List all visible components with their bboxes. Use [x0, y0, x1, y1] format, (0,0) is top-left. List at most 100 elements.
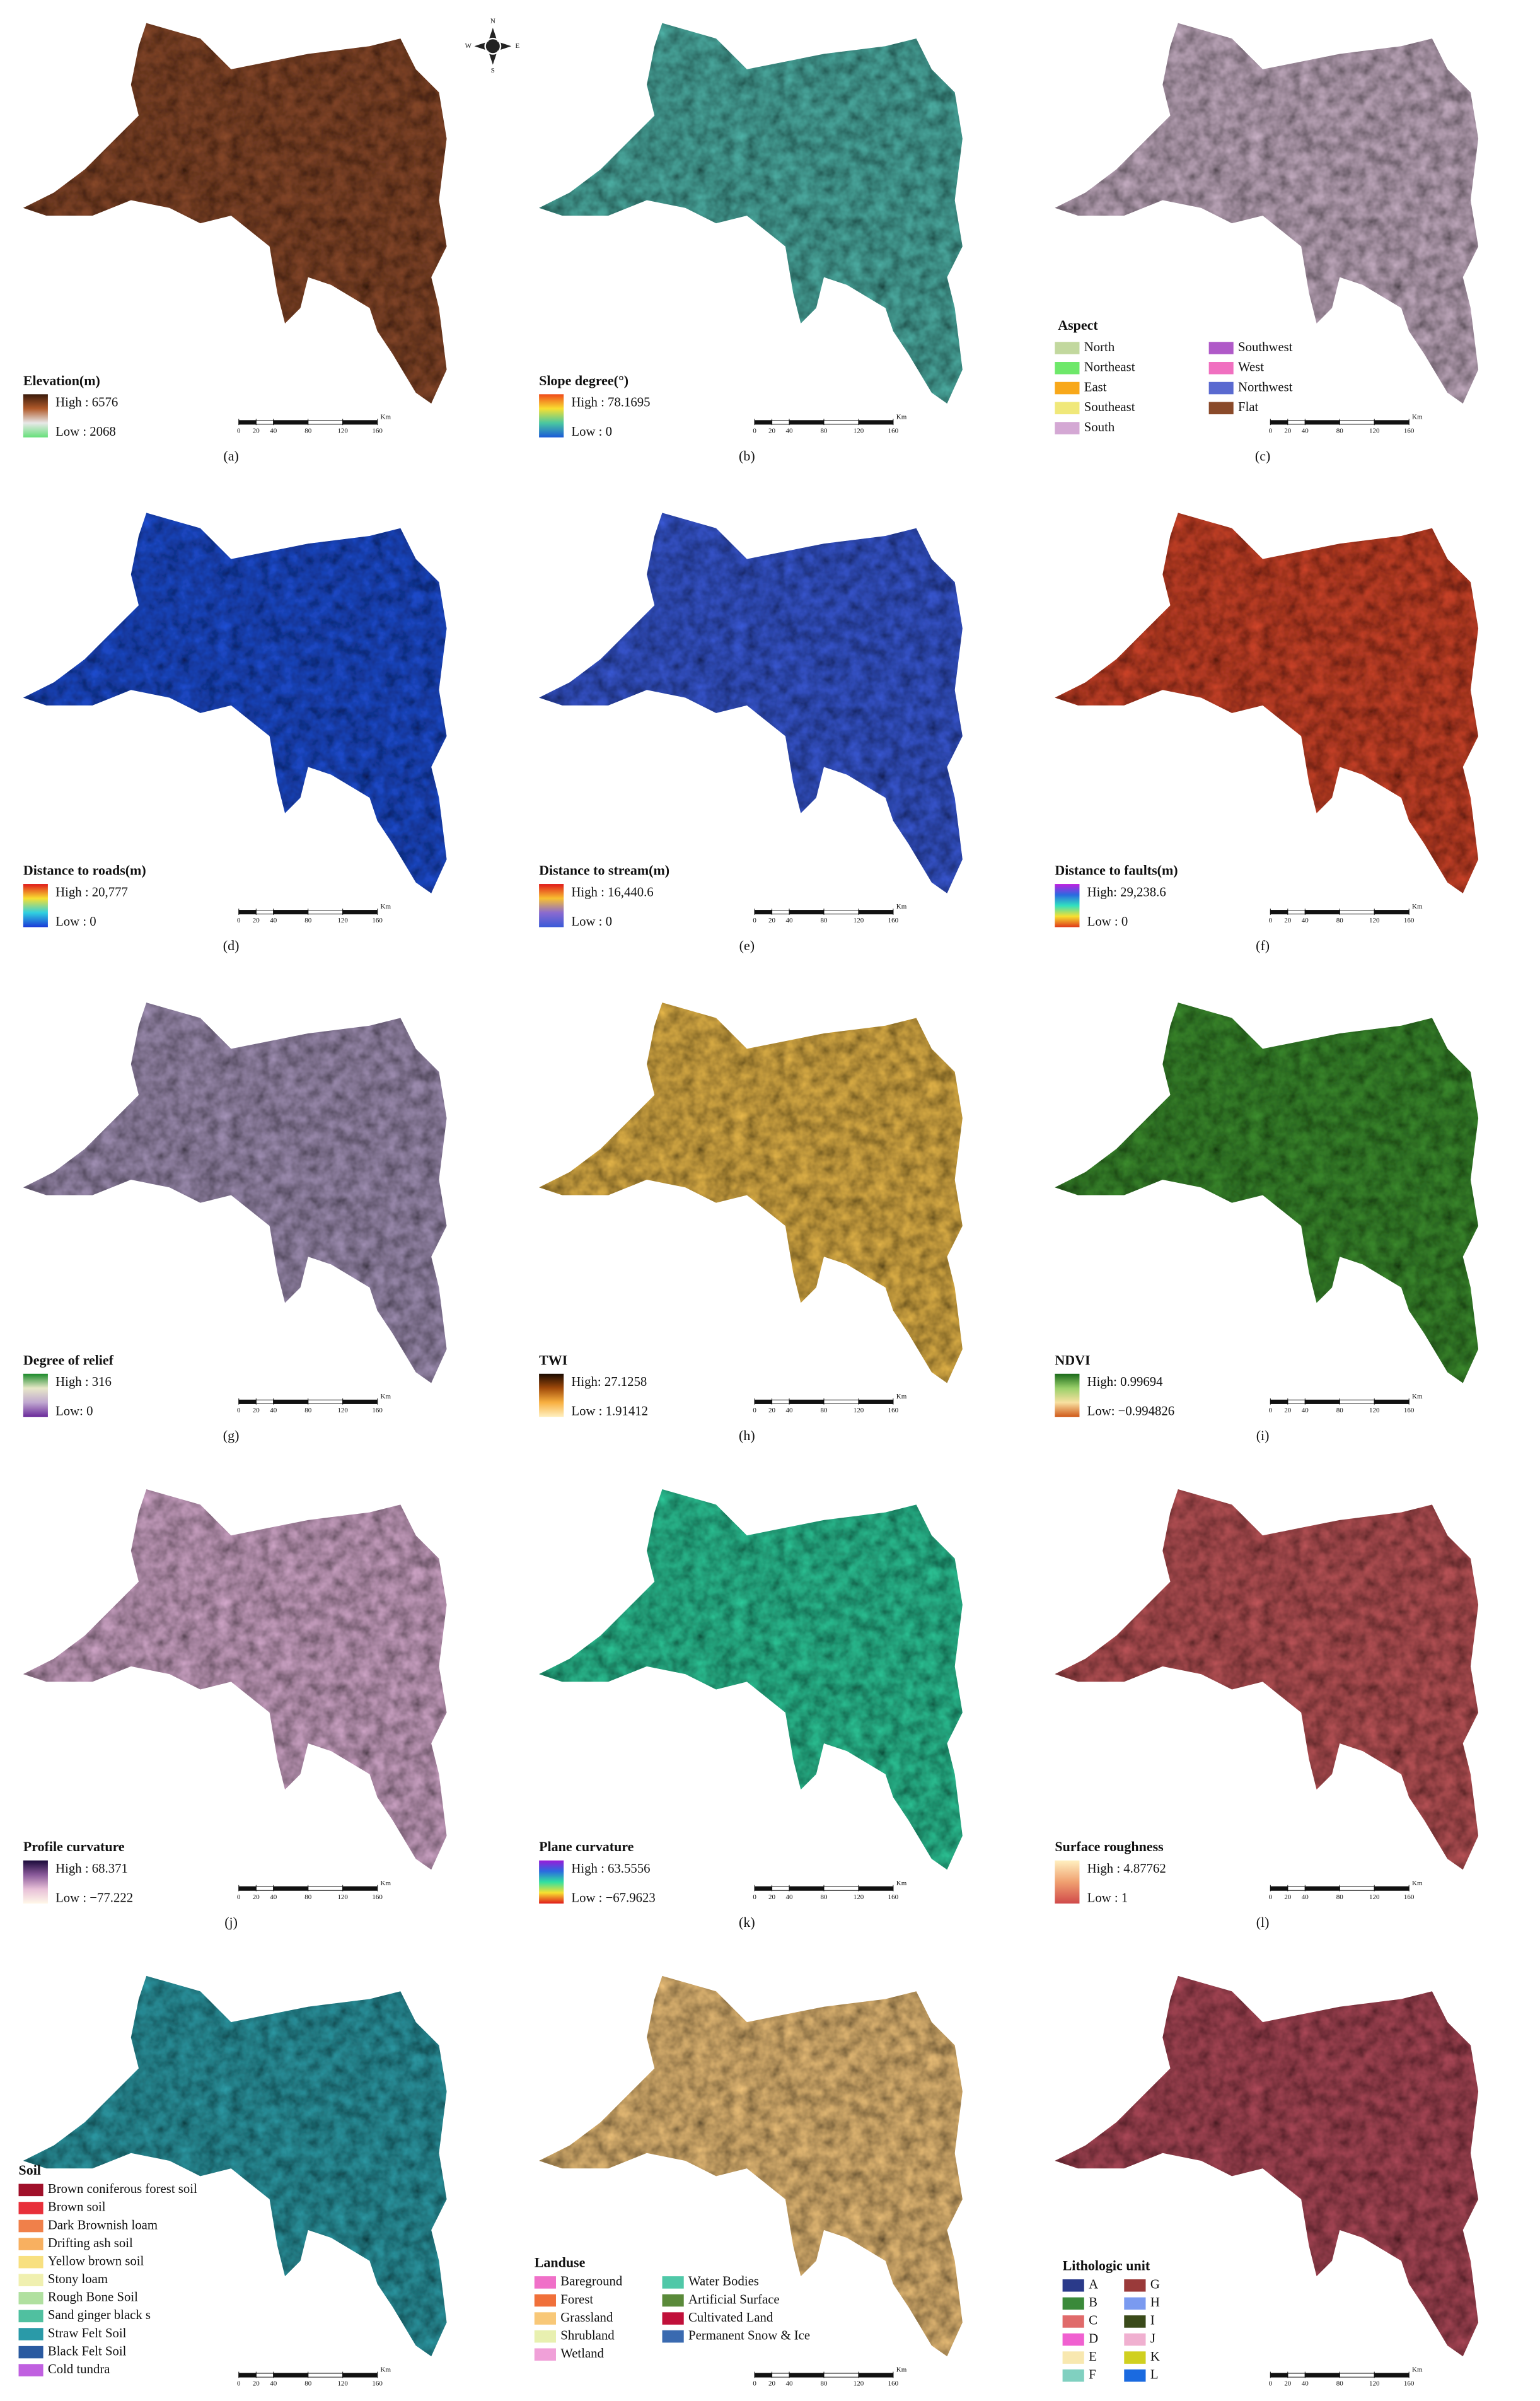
legend-item: Forest	[560, 2293, 593, 2306]
map-panel: (l) 0 20 40 80 120 160 Km Surface roughness High …	[1055, 1489, 1479, 1930]
region-map	[1055, 1489, 1479, 1870]
color-ramp	[1055, 884, 1080, 927]
legend-low: Low : 0	[55, 915, 96, 929]
scale-label: 0	[753, 427, 756, 434]
scale-label: 80	[820, 427, 827, 434]
legend-high: High: 27.1258	[571, 1375, 647, 1389]
scale-label: 20	[1284, 2380, 1291, 2388]
scale-segment	[1339, 420, 1375, 425]
legend-low: Low: 0	[55, 1405, 93, 1419]
scale-label: 120	[854, 917, 864, 924]
scale-label: 120	[1369, 427, 1380, 434]
scale-label: 80	[304, 2380, 311, 2388]
legend-item: H	[1150, 2296, 1160, 2310]
legend-swatch	[534, 2276, 556, 2289]
scale-segment	[772, 1399, 790, 1404]
legend-swatch	[1062, 2279, 1084, 2292]
color-ramp	[23, 1373, 48, 1417]
legend-item: C	[1089, 2314, 1097, 2328]
panel-label: (h)	[739, 1427, 755, 1443]
scale-unit: Km	[896, 413, 907, 421]
scale-label: 120	[337, 1407, 348, 1414]
compass: N S E W	[465, 18, 520, 74]
panel-label: (d)	[223, 938, 240, 953]
scale-segment	[255, 2373, 274, 2378]
scale-label: 0	[753, 917, 756, 924]
scale-segment	[273, 420, 309, 425]
scale-label: 20	[253, 1893, 260, 1901]
scale-label: 80	[820, 2380, 827, 2388]
legend-low: Low : −67.9623	[571, 1891, 655, 1905]
legend-swatch	[1055, 362, 1080, 375]
scale-label: 40	[270, 917, 277, 924]
legend-item: Dark Brownish loam	[48, 2218, 158, 2232]
legend-item: Sand ginger black s	[48, 2308, 151, 2322]
panel-label: (g)	[223, 1427, 240, 1443]
scale-label: 80	[1336, 427, 1343, 434]
compass-ring	[484, 37, 502, 55]
legend-swatch	[1208, 402, 1234, 415]
legend-item: Stony loam	[48, 2272, 108, 2286]
color-ramp	[1055, 1373, 1080, 1417]
compass-e: E	[516, 42, 520, 50]
legend-high: High : 316	[55, 1375, 112, 1389]
legend-swatch	[18, 2183, 43, 2197]
region-map	[539, 513, 963, 893]
scale-segment	[789, 910, 825, 915]
legend-title: Slope degree(°)	[539, 373, 628, 388]
scale-segment	[1374, 2373, 1410, 2378]
map-panel: (n)0204080120160KmLanduseBaregroundFores…	[534, 1975, 963, 2401]
scale-segment	[255, 1399, 274, 1404]
legend-item: Straw Felt Soil	[48, 2327, 127, 2340]
scale-segment	[342, 1399, 378, 1404]
panel-label: (c)	[1255, 448, 1270, 463]
scale-unit: Km	[896, 2366, 907, 2374]
panel-label: (j)	[224, 1914, 238, 1930]
color-ramp	[23, 1860, 48, 1904]
legend-item: J	[1150, 2332, 1155, 2346]
scale-label: 40	[270, 1893, 277, 1901]
scale-label: 160	[1404, 1407, 1415, 1414]
compass-s: S	[491, 67, 495, 74]
scale-label: 160	[372, 917, 383, 924]
scale-label: 160	[1404, 1893, 1415, 1901]
scale-segment	[1304, 420, 1340, 425]
legend-swatch	[534, 2294, 556, 2307]
scale-segment	[754, 1886, 773, 1891]
scale-segment	[342, 2373, 378, 2378]
scale-segment	[1374, 1399, 1410, 1404]
legend-swatch	[1055, 402, 1080, 415]
legend-swatch	[18, 2292, 43, 2305]
scale-segment	[1287, 1886, 1306, 1891]
scale-segment	[308, 1886, 344, 1891]
legend-swatch	[662, 2312, 684, 2325]
scale-label: 20	[768, 2380, 775, 2388]
scale-segment	[789, 2373, 825, 2378]
map-panel: (g) 0 20 40 80 120 160 Km Degree of relief High :…	[23, 1003, 447, 1443]
scale-segment	[238, 420, 257, 425]
scale-unit: Km	[896, 903, 907, 910]
scale-label: 0	[753, 1893, 756, 1901]
scale-segment	[238, 910, 257, 915]
scale-segment	[1374, 420, 1410, 425]
scale-label: 40	[786, 1893, 793, 1901]
region-map	[23, 1489, 447, 1870]
scale-label: 40	[1302, 2380, 1309, 2388]
region-map	[23, 23, 447, 404]
legend-item: A	[1089, 2278, 1098, 2292]
scale-segment	[273, 910, 309, 915]
color-ramp	[539, 1373, 564, 1417]
scale-label: 160	[888, 427, 899, 434]
color-ramp	[539, 884, 564, 927]
legend-item: Southwest	[1238, 340, 1293, 354]
scale-unit: Km	[1412, 903, 1423, 910]
legend-item: North	[1084, 340, 1115, 354]
scale-label: 40	[1302, 427, 1309, 434]
legend-item: South	[1084, 421, 1115, 434]
legend-swatch	[534, 2312, 556, 2325]
scale-label: 160	[1404, 427, 1415, 434]
legend-low: Low : 0	[571, 425, 612, 439]
scale-label: 20	[768, 917, 775, 924]
